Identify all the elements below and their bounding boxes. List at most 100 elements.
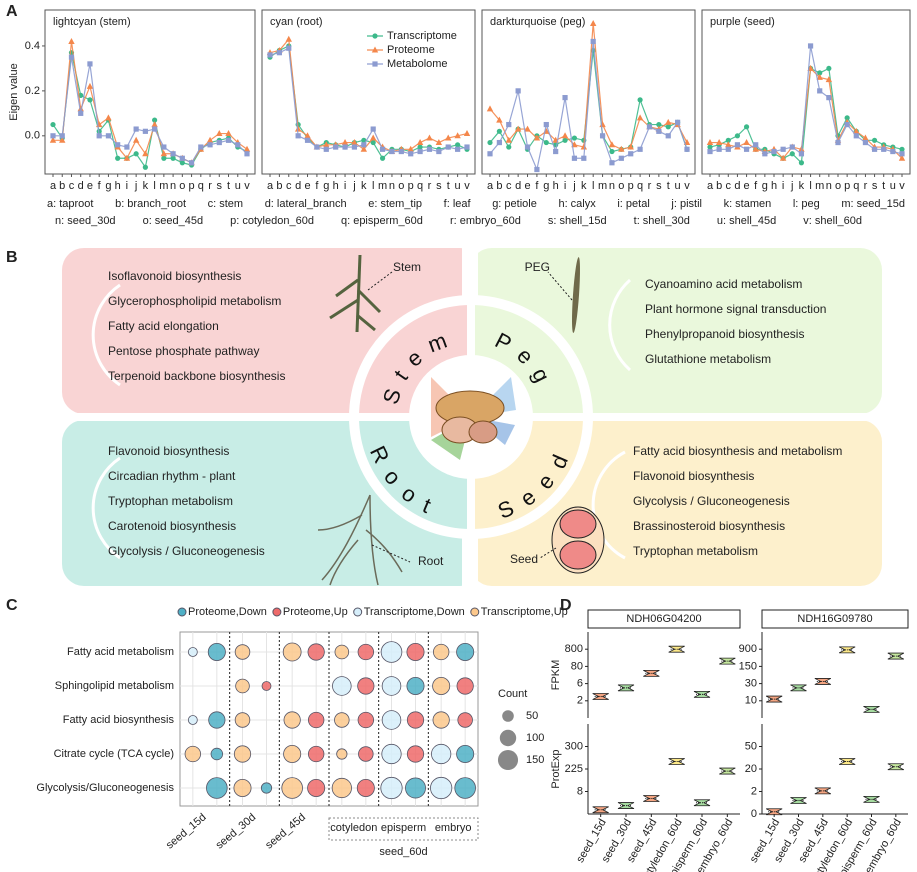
x-tick-label: m — [159, 180, 168, 192]
y-tick-label: 80 — [571, 660, 583, 672]
x-tick-label: b — [716, 180, 722, 192]
x-tick-label: g — [762, 180, 768, 192]
key-label: s: shell_15d — [548, 215, 607, 227]
pathway: Flavonoid biosynthesis — [108, 444, 229, 458]
point — [323, 146, 329, 152]
bubble — [332, 676, 352, 696]
point — [244, 151, 250, 157]
point — [323, 141, 330, 148]
point — [216, 139, 222, 146]
point — [881, 146, 887, 152]
bubble — [381, 710, 402, 730]
point — [553, 148, 559, 155]
point — [235, 142, 241, 148]
point — [286, 45, 292, 51]
x-tick-label: g — [543, 180, 549, 192]
point — [707, 144, 713, 150]
point — [455, 142, 461, 148]
bubble — [456, 642, 475, 662]
point — [188, 160, 195, 166]
legend-swatch — [470, 607, 480, 617]
x-tick-label: i — [344, 180, 346, 192]
legend-label: Proteome,Down — [188, 606, 267, 618]
point — [124, 144, 130, 150]
panel-label: D — [560, 597, 572, 614]
point — [133, 151, 139, 157]
point — [464, 144, 470, 150]
point — [455, 146, 461, 152]
point — [142, 164, 148, 170]
size-legend-label: 100 — [526, 732, 544, 744]
point — [715, 139, 723, 146]
plot-frame — [701, 9, 911, 175]
x-tick-label: r — [648, 180, 652, 192]
point — [198, 144, 204, 150]
x-tick-label: u — [455, 180, 461, 192]
point — [170, 151, 176, 157]
series-line — [53, 41, 248, 164]
key-label: b: branch_root — [115, 198, 186, 210]
x-tick-label: s — [217, 180, 223, 192]
y-tick-label: 900 — [739, 643, 757, 655]
point — [435, 139, 443, 146]
y-tick-label: 0.2 — [25, 85, 40, 97]
point — [656, 128, 662, 134]
x-tick-label: a — [267, 180, 274, 192]
point — [627, 143, 634, 150]
x-tick-label: i — [782, 180, 784, 192]
key-label: t: shell_30d — [634, 215, 690, 227]
bubble — [406, 711, 425, 729]
x-tick-label: a — [50, 180, 57, 192]
point — [216, 130, 223, 137]
point — [342, 144, 348, 150]
x-tick-label: k — [581, 180, 587, 192]
x-tick-label: s — [872, 180, 878, 192]
x-tick-label: q — [417, 180, 423, 192]
key-label: k: stamen — [724, 198, 772, 210]
pathway: Fatty acid biosynthesis and metabolism — [633, 444, 842, 458]
bubble — [307, 711, 325, 729]
point — [771, 148, 777, 155]
key-label: h: calyx — [558, 198, 596, 210]
x-tick-label: o — [618, 180, 624, 192]
x-tick-label: n — [609, 180, 615, 192]
size-legend-mark — [499, 729, 517, 747]
plot-frame — [44, 9, 256, 175]
key-label: v: shell_60d — [803, 215, 862, 227]
x-tick-label: cotyledon — [330, 822, 377, 834]
bubble — [356, 778, 375, 798]
point — [161, 144, 167, 150]
key-label: i: petal — [617, 198, 649, 210]
x-tick-label: b — [59, 180, 65, 192]
point — [361, 142, 367, 148]
y-tick-label: 6 — [577, 678, 583, 690]
point — [580, 143, 588, 150]
x-tick-label: d — [734, 180, 740, 192]
bubble — [281, 777, 303, 799]
bubble — [432, 643, 450, 661]
bubble — [307, 643, 325, 661]
point — [853, 133, 859, 139]
point — [571, 135, 578, 141]
point — [142, 128, 148, 134]
chart-title: darkturquoise (peg) — [490, 16, 585, 28]
point — [445, 134, 452, 141]
bubble — [307, 745, 325, 763]
x-tick-label: h — [771, 180, 777, 192]
point — [825, 76, 833, 83]
violin — [887, 652, 905, 660]
point — [524, 144, 531, 150]
point — [372, 61, 378, 67]
point — [463, 130, 471, 137]
point — [599, 133, 606, 139]
group-label: seed_60d — [379, 846, 427, 858]
pathway: Circadian rhythm - plant — [108, 469, 236, 483]
point — [561, 132, 569, 139]
key-label: r: embryo_60d — [450, 215, 521, 227]
key-label: f: leaf — [444, 198, 472, 210]
row-label: Sphingolipid metabolism — [55, 680, 174, 692]
size-legend-mark — [502, 710, 514, 722]
x-tick-label: seed_30d — [214, 811, 259, 851]
x-tick-label: j — [572, 180, 575, 192]
